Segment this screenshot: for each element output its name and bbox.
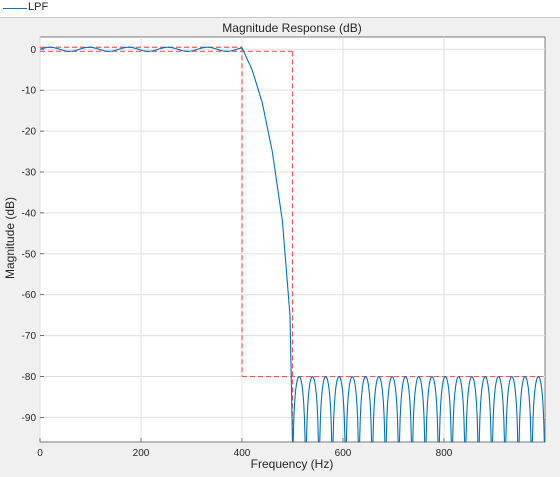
y-tick-label: -20 xyxy=(22,127,37,138)
x-tick-label: 800 xyxy=(436,448,453,459)
x-tick-label: 200 xyxy=(133,448,150,459)
chart-title: Magnitude Response (dB) xyxy=(222,21,361,35)
y-tick-label: -60 xyxy=(22,290,37,301)
x-tick-label: 600 xyxy=(335,448,352,459)
y-tick-label: 0 xyxy=(30,45,36,56)
x-tick-label: 400 xyxy=(234,448,251,459)
axis-ticks: 0 200 400 600 800 0 -10 -20 -30 -40 -50 -60 -70 -80 -9… xyxy=(22,45,453,459)
y-tick-label: -10 xyxy=(22,86,37,97)
y-tick-label: -90 xyxy=(22,413,37,424)
magnitude-response-chart: Magnitude Response (dB) 0 200 400 600 800 0 -1… xyxy=(3,21,546,471)
y-tick-label: -80 xyxy=(22,372,37,383)
legend: LPF xyxy=(0,0,560,18)
legend-label: LPF xyxy=(28,1,49,13)
y-tick-label: -70 xyxy=(22,331,37,342)
y-tick-label: -40 xyxy=(22,208,37,219)
x-tick-label: 0 xyxy=(37,448,43,459)
series-line-lpf xyxy=(39,46,545,443)
legend-swatch xyxy=(3,8,27,9)
y-tick-label: -50 xyxy=(22,249,37,260)
x-axis-label: Frequency (Hz) xyxy=(251,457,334,471)
y-axis-label: Magnitude (dB) xyxy=(3,197,17,279)
series-layer xyxy=(39,46,545,443)
y-tick-label: -30 xyxy=(22,168,37,179)
